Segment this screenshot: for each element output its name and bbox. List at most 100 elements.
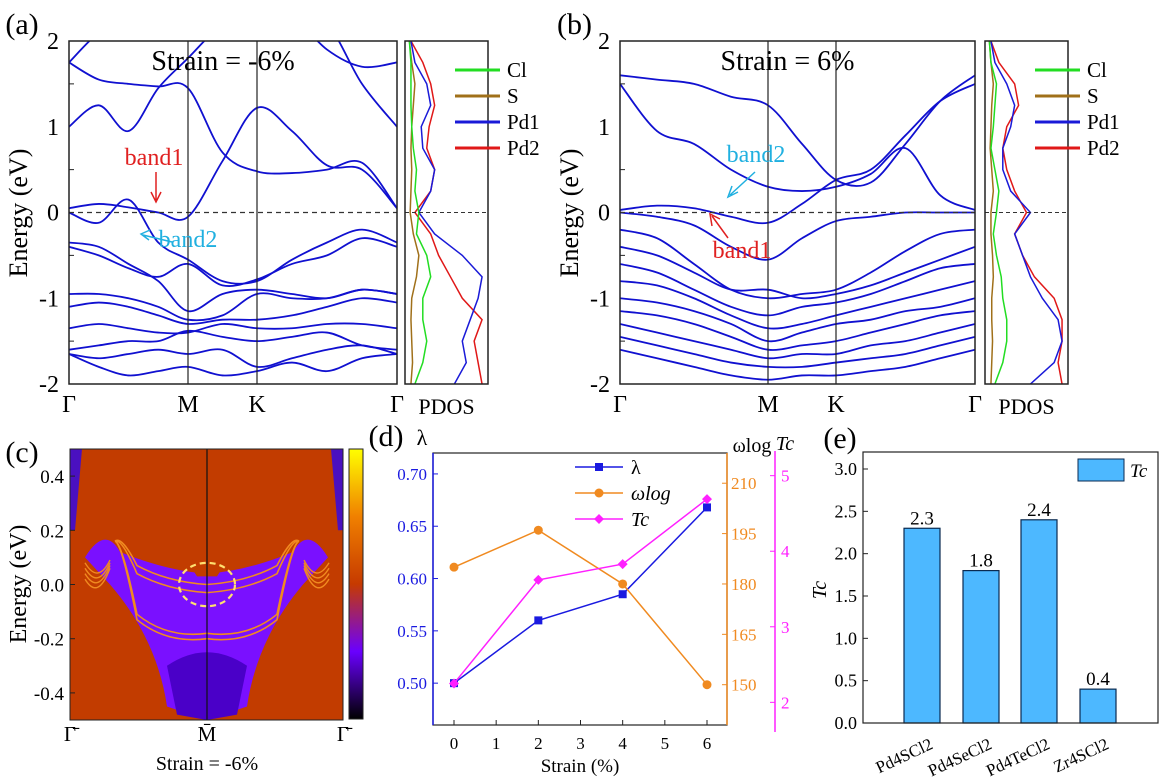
pdos-axis-label: PDOS xyxy=(998,394,1054,419)
left-tick-label: 0.70 xyxy=(397,465,427,484)
panel-label-d: (d) xyxy=(369,420,404,453)
surface-state-line xyxy=(84,565,111,584)
series-line xyxy=(453,498,708,684)
series-line xyxy=(453,529,708,686)
kpoint-label: Γ xyxy=(613,392,627,418)
x-tick-label: 1 xyxy=(492,734,501,753)
y-tick-label: 1.5 xyxy=(835,586,858,606)
panel-label-a: (a) xyxy=(5,8,38,41)
highlight-ellipse xyxy=(177,561,237,608)
plot-frame xyxy=(432,452,728,726)
band-line xyxy=(69,344,397,368)
band-line xyxy=(69,329,397,351)
colorbar xyxy=(348,448,364,720)
omega-tick-label: 180 xyxy=(731,575,757,594)
data-point-diamond xyxy=(617,559,628,570)
bar-value-label: 2.4 xyxy=(1027,500,1051,521)
left-tick-label: 0.55 xyxy=(397,622,427,641)
left-axis-label: λ xyxy=(417,425,428,450)
band-line xyxy=(69,288,397,322)
legend-swatch xyxy=(1077,458,1125,482)
legend-label: Tc xyxy=(631,509,649,531)
bar-chart xyxy=(862,451,1159,724)
data-point-circle xyxy=(702,680,712,690)
tc-axis-label: Tc xyxy=(776,433,794,455)
x-tick-label: 5 xyxy=(661,734,670,753)
y-tick-label: 3.0 xyxy=(835,459,858,479)
y-tick-label: -0.2 xyxy=(34,630,64,651)
band-line xyxy=(69,353,397,377)
y-tick-label: 0 xyxy=(598,201,610,227)
band1-annotation: band1 xyxy=(125,145,184,171)
legend-marker xyxy=(595,463,603,471)
y-axis-label: Energy (eV) xyxy=(4,149,33,278)
band-line xyxy=(69,41,397,69)
y-tick-label: 0.0 xyxy=(40,576,64,597)
surface-state-line xyxy=(206,539,300,586)
y-axis-label: Tc xyxy=(809,581,831,599)
band-line xyxy=(620,83,975,211)
band-structure-b xyxy=(619,40,976,385)
bar-pd4secl2 xyxy=(962,569,1000,724)
kpoint-label: Γ xyxy=(390,392,404,418)
legend-label: Pd1 xyxy=(1087,110,1120,134)
bar-value-label: 2.3 xyxy=(910,508,934,529)
pdos-axis-label: PDOS xyxy=(418,394,474,419)
pdos-frame xyxy=(404,40,489,385)
bar-pd4scl2 xyxy=(903,527,941,724)
pdos-line-cl xyxy=(988,40,1008,385)
kpoint-label: Γ̄ xyxy=(337,722,353,746)
band-line xyxy=(620,83,975,225)
band-structure-a xyxy=(68,40,398,385)
surface-state-line xyxy=(206,540,300,641)
kpoint-label: M xyxy=(177,392,198,418)
band-line xyxy=(620,297,975,343)
y-axis-label: Energy (eV) xyxy=(555,149,584,278)
plot-frame xyxy=(619,40,976,385)
plot-frame xyxy=(862,451,1159,724)
panel-label-e: (e) xyxy=(823,422,856,455)
surface-state-line xyxy=(303,565,330,584)
data-point-diamond xyxy=(449,678,459,689)
band-line xyxy=(620,245,975,300)
chart-title: Strain = 6% xyxy=(721,46,855,77)
band-line xyxy=(69,237,397,287)
x-tick-label: 6 xyxy=(703,734,712,753)
series-line xyxy=(453,506,708,684)
surface-state-line xyxy=(114,540,208,594)
legend-label: Pd1 xyxy=(507,110,540,134)
surface-state-line xyxy=(303,567,330,589)
x-tick-label: 4 xyxy=(618,734,627,753)
omega-tick-label: 195 xyxy=(731,525,757,544)
band2-annotation: band2 xyxy=(727,142,786,168)
kpoint-label: M xyxy=(757,392,778,418)
y-tick-label: -2 xyxy=(590,372,610,398)
pdos-line-pd2 xyxy=(990,40,1063,385)
surface-state-line xyxy=(84,567,111,589)
kpoint-label: K xyxy=(248,392,266,418)
y-tick-label: 1 xyxy=(598,115,610,141)
bar-value-label: 1.8 xyxy=(969,551,993,572)
pdos-panel-b xyxy=(984,40,1080,385)
band-line xyxy=(620,74,975,187)
kpoint-label: Γ̄ xyxy=(64,722,80,746)
band-line xyxy=(620,310,975,351)
legend-label: ωlog xyxy=(631,483,671,505)
x-category-label: Pd4SeCl2 xyxy=(925,734,995,780)
kpoint-label: M̄ xyxy=(198,722,217,746)
legend-label: S xyxy=(507,84,519,108)
x-category-label: Zr4SCl2 xyxy=(1051,734,1112,776)
omega-tick-label: 150 xyxy=(731,676,757,695)
legend-label: Pd2 xyxy=(1087,136,1120,160)
band-line xyxy=(620,280,975,330)
y-tick-label: 1.0 xyxy=(835,628,858,648)
y-tick-label: 0.4 xyxy=(40,467,64,488)
y-tick-label: -0.4 xyxy=(34,684,65,705)
band-line xyxy=(69,198,397,285)
y-tick-label: -1 xyxy=(39,286,59,312)
y-tick-label: 1 xyxy=(47,115,59,141)
band-line xyxy=(620,211,975,261)
data-point-square xyxy=(618,590,627,599)
